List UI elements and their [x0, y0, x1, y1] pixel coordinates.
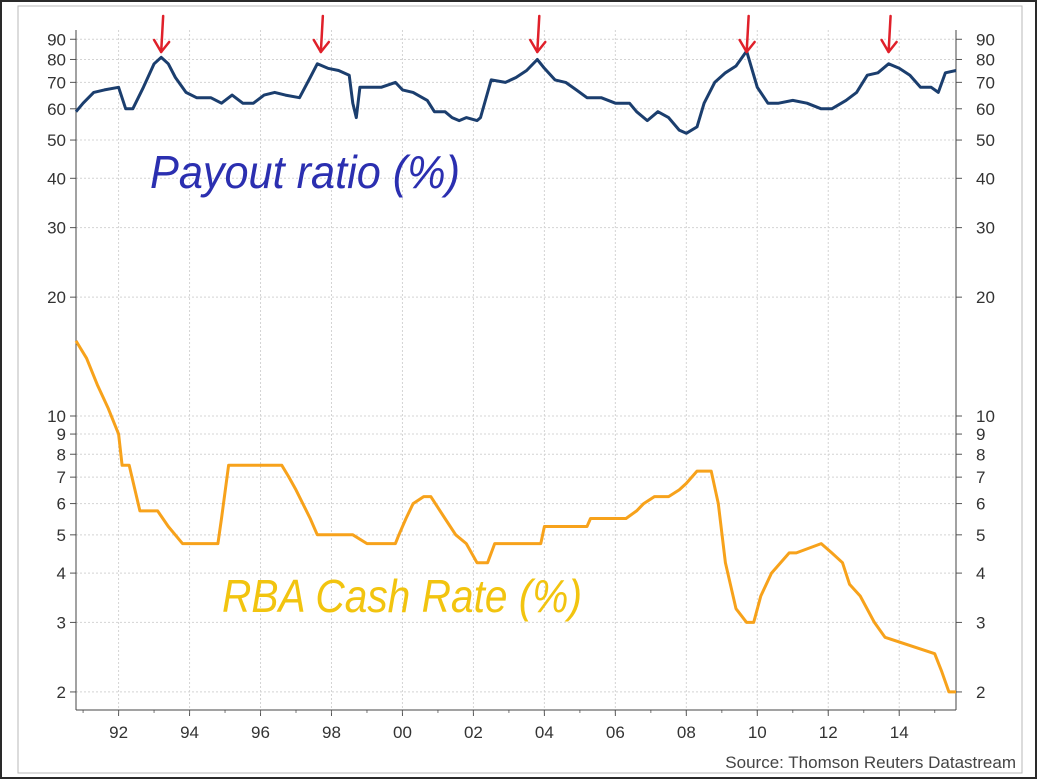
y-tick-label-right: 40: [976, 169, 995, 188]
y-tick-label-left: 70: [47, 73, 66, 92]
y-tick-label-left: 10: [47, 407, 66, 426]
x-tick-label: 04: [535, 723, 554, 742]
x-tick-label: 92: [109, 723, 128, 742]
peak-arrow-icon: [880, 14, 898, 54]
x-tick-label: 10: [748, 723, 767, 742]
y-tick-label-left: 2: [57, 683, 66, 702]
x-tick-label: 98: [322, 723, 341, 742]
payout-ratio-line: [74, 49, 957, 135]
x-tick-label: 08: [677, 723, 696, 742]
source-text: Source: Thomson Reuters Datastream: [725, 753, 1016, 772]
x-tick-label: 02: [464, 723, 483, 742]
x-tick-label: 14: [890, 723, 909, 742]
peak-arrow-icon: [529, 14, 547, 54]
y-tick-label-right: 6: [976, 495, 985, 514]
x-tick-label: 12: [819, 723, 838, 742]
x-tick-label: 06: [606, 723, 625, 742]
x-tick-label: 00: [393, 723, 412, 742]
y-tick-label-right: 9: [976, 425, 985, 444]
y-tick-label-right: 20: [976, 288, 995, 307]
series-group: [74, 49, 957, 694]
y-tick-label-left: 3: [57, 613, 66, 632]
axes: [70, 30, 962, 716]
rba-cash-rate-line: [74, 340, 956, 694]
y-tick-label-left: 20: [47, 288, 66, 307]
y-tick-label-right: 5: [976, 526, 985, 545]
x-tick-labels: 92 94 96 98 00 02 04 06 08 10 12 14: [109, 723, 909, 742]
y-tick-label-left: 7: [57, 468, 66, 487]
y-tick-label-left: 80: [47, 50, 66, 69]
peak-arrow-icon: [152, 14, 171, 54]
inner-border: [17, 5, 1023, 774]
y-tick-label-left: 5: [57, 526, 66, 545]
rba-cash-rate-annotation: RBA Cash Rate (%): [222, 570, 582, 622]
y-tick-label-right: 60: [976, 100, 995, 119]
y-tick-label-left: 90: [47, 30, 66, 49]
y-tick-label-left: 50: [47, 131, 66, 150]
y-tick-label-left: 30: [47, 219, 66, 238]
y-tick-label-right: 10: [976, 407, 995, 426]
y-tick-label-right: 80: [976, 50, 995, 69]
y-tick-label-right: 90: [976, 30, 995, 49]
peak-arrow-icon: [738, 14, 756, 54]
grid: [76, 30, 956, 710]
y-tick-label-left: 40: [47, 169, 66, 188]
y-tick-label-right: 70: [976, 73, 995, 92]
y-tick-label-right: 7: [976, 468, 985, 487]
y-tick-label-right: 30: [976, 219, 995, 238]
y-tick-label-left: 8: [57, 445, 66, 464]
y-tick-label-right: 50: [976, 131, 995, 150]
y-tick-label-left: 6: [57, 495, 66, 514]
y-tick-label-left: 9: [57, 425, 66, 444]
y-tick-label-left: 60: [47, 100, 66, 119]
payout-ratio-annotation: Payout ratio (%): [150, 146, 460, 198]
y-tick-label-right: 8: [976, 445, 985, 464]
y-tick-label-right: 4: [976, 564, 985, 583]
peak-arrow-icon: [312, 14, 331, 54]
y-tick-label-right: 2: [976, 683, 985, 702]
x-tick-label: 94: [180, 723, 199, 742]
x-tick-label: 96: [251, 723, 270, 742]
y-tick-label-left: 4: [57, 564, 66, 583]
peak-arrows: [152, 14, 898, 54]
y-tick-label-right: 3: [976, 613, 985, 632]
